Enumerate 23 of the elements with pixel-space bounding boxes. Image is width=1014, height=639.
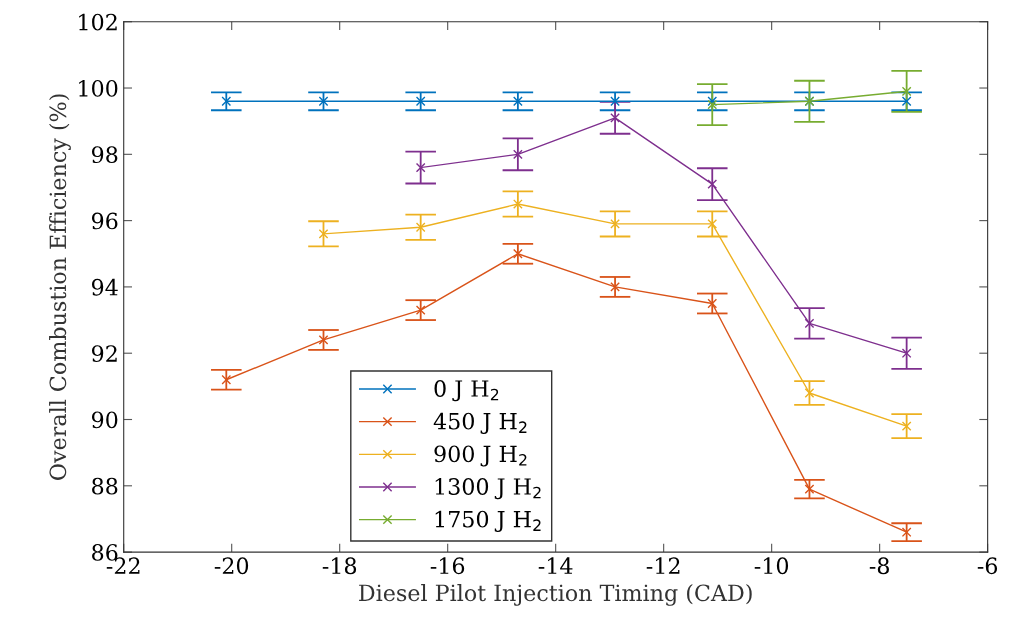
y-tick-label: 98	[91, 146, 118, 164]
y-tick-label: 96	[91, 212, 118, 230]
legend-label: 900 J H$_{2}$	[434, 445, 527, 467]
legend-label: 0 J H$_{2}$	[434, 380, 499, 402]
x-tick-label: -6	[977, 557, 998, 575]
legend-label: 1750 J H$_{2}$	[435, 510, 541, 532]
x-tick-label: -20	[214, 557, 249, 575]
x-tick-label: -18	[322, 557, 357, 575]
legend-label: 1300 J H$_{2}$	[435, 478, 541, 500]
x-tick-label: -12	[646, 557, 680, 574]
x-tick-label: -16	[430, 557, 465, 575]
y-axis-title: Overall Combustion Efficiency (%)	[49, 94, 71, 480]
x-axis-title: Diesel Pilot Injection Timing (CAD)	[359, 584, 752, 606]
y-tick-label: 102	[79, 13, 117, 31]
y-tick-label: 100	[79, 79, 118, 97]
x-tick-label: -14	[538, 557, 573, 574]
x-tick-label: -8	[869, 557, 889, 575]
y-tick-label: 94	[91, 278, 118, 296]
legend-label: 450 J H$_{2}$	[433, 412, 527, 434]
y-tick-label: 92	[91, 345, 117, 362]
y-tick-label: 88	[92, 477, 118, 495]
x-tick-label: -10	[754, 557, 789, 575]
y-tick-label: 90	[91, 411, 118, 429]
